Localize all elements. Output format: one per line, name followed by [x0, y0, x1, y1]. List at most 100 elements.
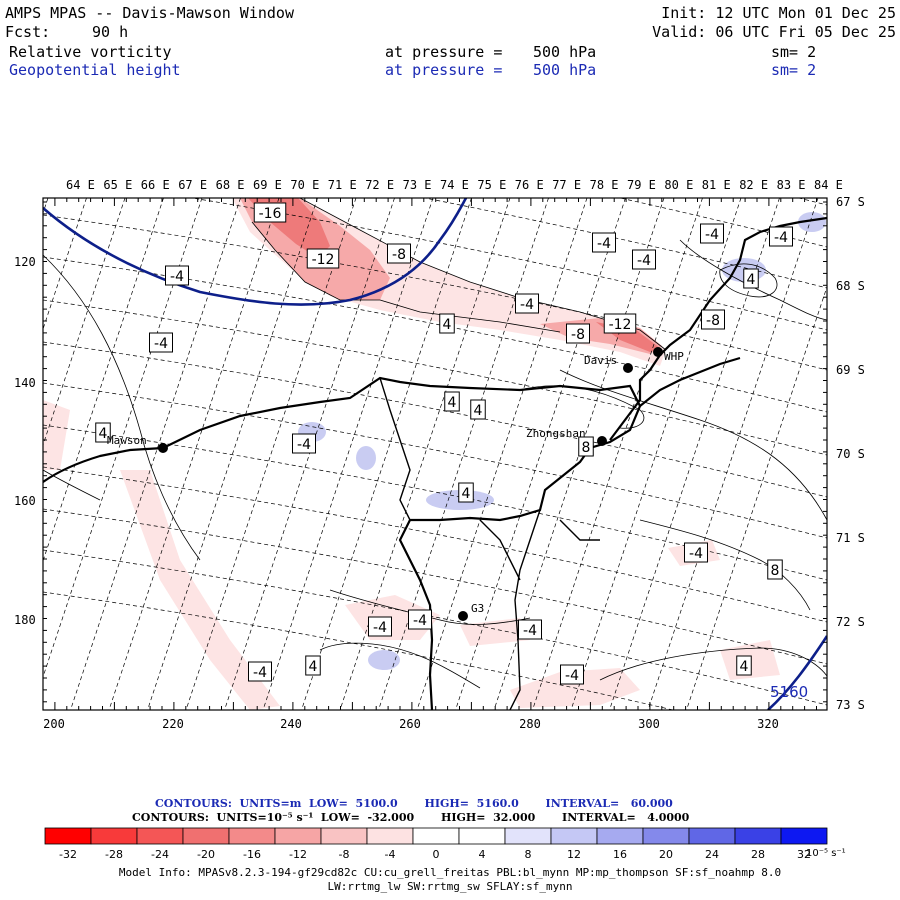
station-label: WHP [664, 350, 684, 363]
colorbar-tick-label: 28 [751, 848, 765, 861]
longitude-label: 66 E [141, 178, 170, 192]
meridian-line [416, 198, 588, 710]
contour-label: -4 [689, 546, 703, 562]
longitude-label: 83 E [777, 178, 806, 192]
longitude-label: 80 E [664, 178, 693, 192]
grid-column-label: 220 [162, 717, 184, 731]
graticule [43, 198, 827, 710]
colorbar-tick-label: 16 [613, 848, 627, 861]
longitude-label: 82 E [739, 178, 768, 192]
meridian-line [43, 198, 164, 563]
colorbar-segment [320, 827, 368, 845]
parallel-line [43, 591, 675, 710]
contour-label: -4 [297, 437, 311, 453]
colorbar-tick-label: -28 [105, 848, 123, 861]
station-marker [597, 436, 607, 446]
station-marker [653, 347, 663, 357]
vorticity-positive-patch [798, 212, 826, 232]
init-time: Init: 12 UTC Mon 01 Dec 25 [661, 4, 896, 22]
field-1-level-label: at pressure = [385, 43, 503, 61]
contour-label-box [515, 293, 539, 314]
grid-row-label: 180 [14, 613, 36, 627]
contour-label-box [470, 399, 486, 420]
parallel-line [190, 198, 827, 331]
contour-label: -4 [520, 297, 534, 313]
grid-row-label: 120 [14, 255, 36, 269]
colorbar-tick-label: 32 [797, 848, 811, 861]
latitude-label: 71 S [836, 531, 865, 545]
station-label: Davis [584, 354, 617, 367]
model-info-line-1: Model Info: MPASv8.2.3-194-gf29cd82c CU:… [118, 866, 782, 879]
colorbar-segment [274, 827, 322, 845]
contours-height-info: CONTOURS: UNITS=m LOW= 5100.0 HIGH= 5160… [155, 797, 673, 810]
contour-label: -4 [413, 613, 427, 629]
contour-label: 4 [309, 659, 318, 675]
colorbar-tick-label: 0 [433, 848, 440, 861]
contour-label: -12 [312, 252, 335, 268]
longitude-label: 84 E [814, 178, 843, 192]
field-2-name: Geopotential height [9, 61, 181, 79]
contour-label: -4 [170, 269, 184, 285]
forecast-label: Fcst: [5, 23, 51, 41]
contour-label-box [592, 232, 616, 253]
longitude-label: 67 E [178, 178, 207, 192]
contour-label: 4 [448, 395, 457, 411]
ice-shelf-outline [379, 377, 600, 710]
contour-label: -4 [597, 236, 611, 252]
colorbar-segment [366, 827, 414, 845]
valid-time: Valid: 06 UTC Fri 05 Dec 25 [652, 23, 896, 41]
meridian-line [647, 198, 819, 710]
field-1-name: Relative vorticity [9, 43, 172, 61]
latitude-label: 70 S [836, 447, 865, 461]
stations: Mawson Davis WHP Zhongshan G3 [107, 347, 684, 621]
parallel-line [43, 382, 827, 539]
contour-value-labels: -16 -12 -8 -4 -4 -4 4 -4 -12 -8 -4 -4 4 -4 -8 4 4 4 -4 8 4 -4… [95, 202, 793, 685]
colorbar-tick-label: 4 [479, 848, 486, 861]
parallel-line [43, 341, 827, 498]
longitude-label: 65 E [103, 178, 132, 192]
station-marker [158, 443, 168, 453]
colorbar-segment [228, 827, 276, 845]
field-1-level: 500 hPa [533, 43, 597, 61]
station-marker [623, 363, 633, 373]
longitude-label: 64 E [66, 178, 95, 192]
right-latitude-labels: 67 S 68 S 69 S 70 S 71 S 72 S 73 S [836, 195, 865, 712]
contour-label: 4 [443, 317, 452, 333]
colorbar-unit: 10⁻⁵ s⁻¹ [806, 848, 846, 859]
contour-label-box [292, 433, 316, 454]
colorbar-segment [780, 827, 828, 845]
meridian-line [70, 198, 241, 710]
longitude-label: 72 E [365, 178, 394, 192]
contour-label-box [736, 655, 752, 676]
meridian-line [570, 198, 742, 710]
map-frame [42, 197, 828, 711]
colorbar-segment [504, 827, 552, 845]
contour-label: -4 [565, 668, 579, 684]
meridian-line [43, 198, 49, 215]
colorbar-tick-label: -12 [289, 848, 307, 861]
vorticity-positive-patch [368, 650, 400, 670]
contour-label-box [165, 265, 189, 286]
longitude-label: 74 E [440, 178, 469, 192]
station-label: Mawson [107, 434, 147, 447]
contour-label-box [701, 309, 725, 330]
meridian-line [147, 198, 318, 710]
longitude-label: 70 E [290, 178, 319, 192]
contour-label-box [149, 332, 173, 353]
parallel-line [618, 198, 827, 248]
parallel-line [43, 466, 827, 623]
left-grid-labels: 120 140 160 180 [14, 255, 36, 627]
parallel-line [43, 214, 827, 371]
longitude-label: 81 E [702, 178, 731, 192]
bottom-grid-labels: 200 220 240 260 280 300 320 [43, 717, 779, 731]
contour-label: -4 [637, 253, 651, 269]
parallel-line [423, 198, 827, 289]
parallel-line [43, 549, 827, 706]
latitude-label: 73 S [836, 698, 865, 712]
colorbar-tick-label: 20 [659, 848, 673, 861]
contour-label-box [700, 223, 724, 244]
colorbar-segment [458, 827, 506, 845]
colorbar-tick-label: -20 [197, 848, 215, 861]
latitude-label: 72 S [836, 615, 865, 629]
parallel-line [43, 256, 827, 413]
